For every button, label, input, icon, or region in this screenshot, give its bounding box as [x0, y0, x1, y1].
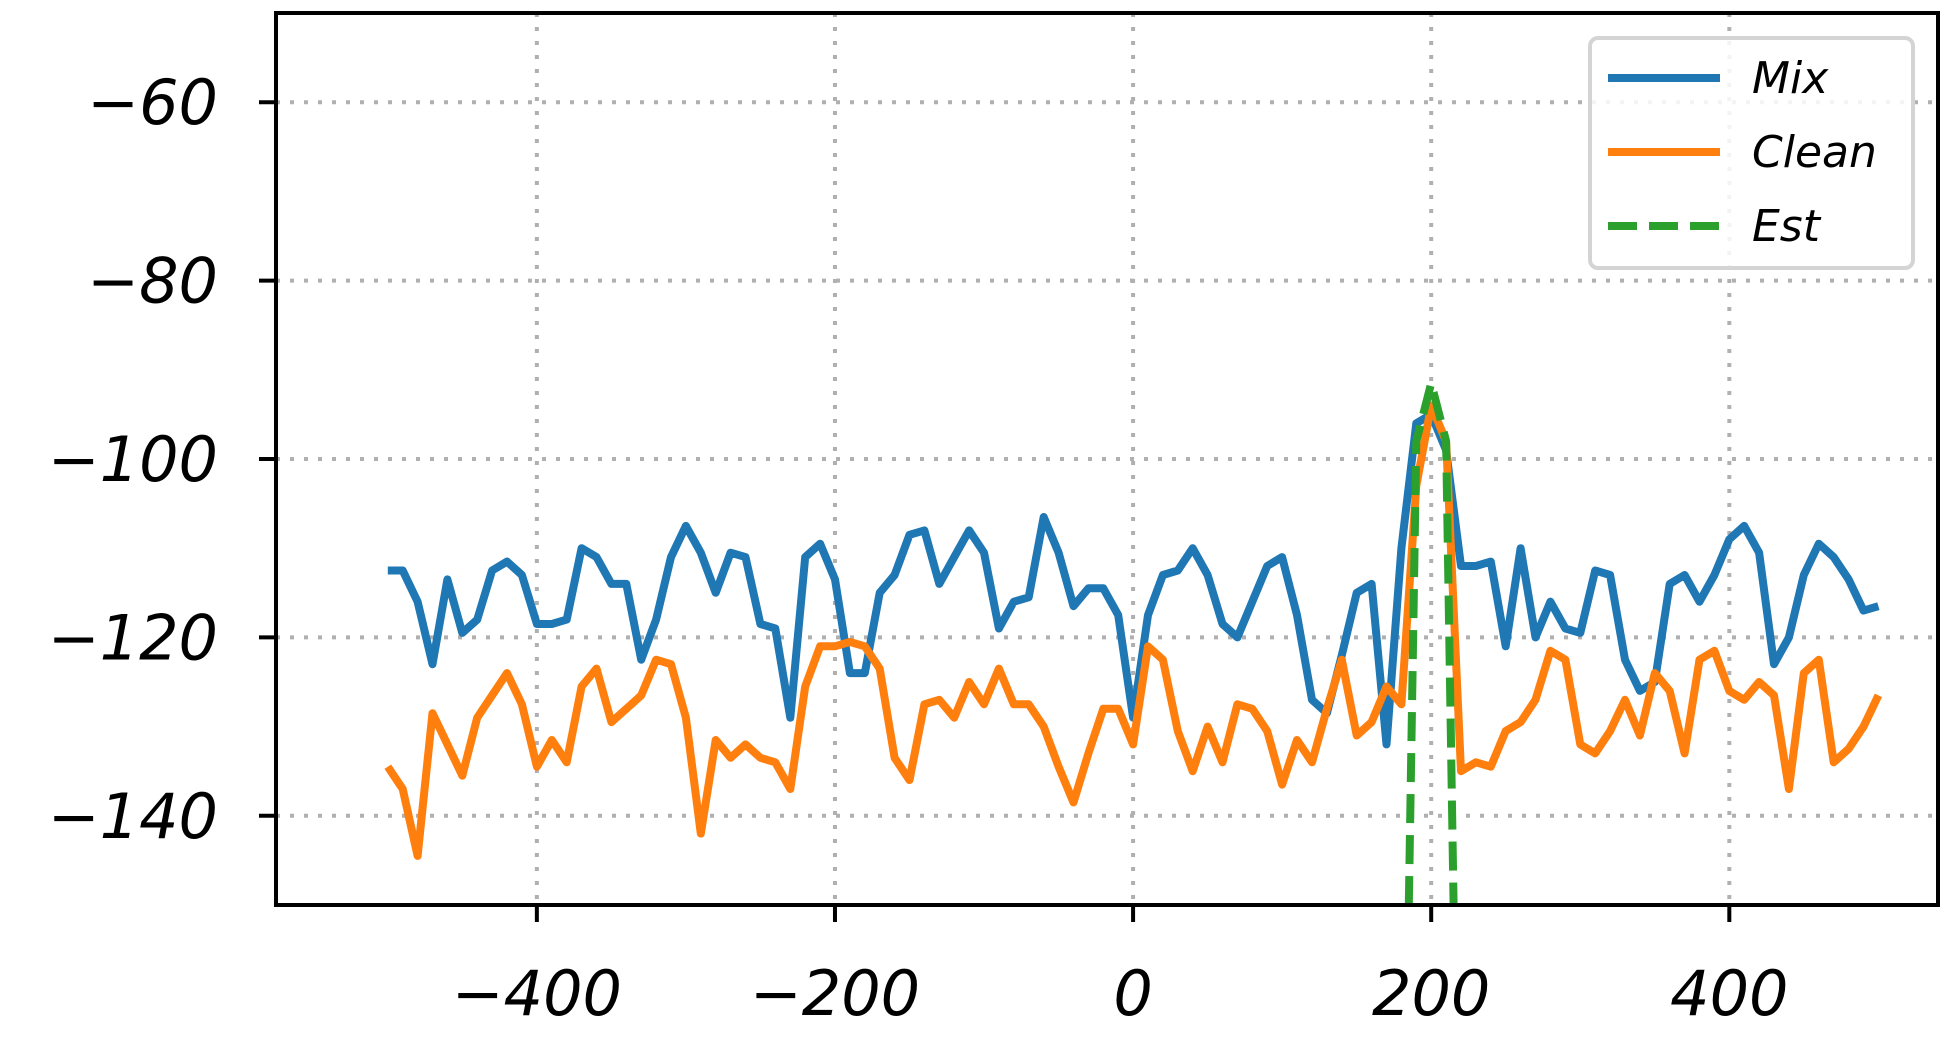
legend: Mix Clean Est [1588, 36, 1915, 270]
y-tick-label: −80 [87, 245, 218, 318]
legend-label-clean: Clean [1752, 127, 1877, 178]
legend-label-mix: Mix [1752, 53, 1829, 104]
series-line-est [1404, 379, 1458, 905]
y-tick-label: −60 [87, 66, 218, 139]
legend-box [1588, 36, 1915, 270]
y-tick-label: −100 [48, 423, 218, 496]
legend-label-est: Est [1752, 201, 1822, 252]
x-tick-label: −400 [452, 957, 622, 1030]
y-tick-label: −120 [48, 601, 218, 674]
x-tick-label: 400 [1670, 957, 1788, 1030]
series-lines [384, 379, 1883, 905]
x-tick-label: −200 [750, 957, 920, 1030]
series-line-clean [384, 401, 1883, 860]
y-tick-label: −140 [48, 780, 218, 853]
x-tick-label: 200 [1372, 957, 1490, 1030]
series-line-mix [387, 410, 1880, 749]
axis-ticks: −400 −200 0 200 400 −60 −80 −100 −120 −140 [48, 66, 1789, 1030]
x-tick-label: 0 [1113, 957, 1152, 1030]
